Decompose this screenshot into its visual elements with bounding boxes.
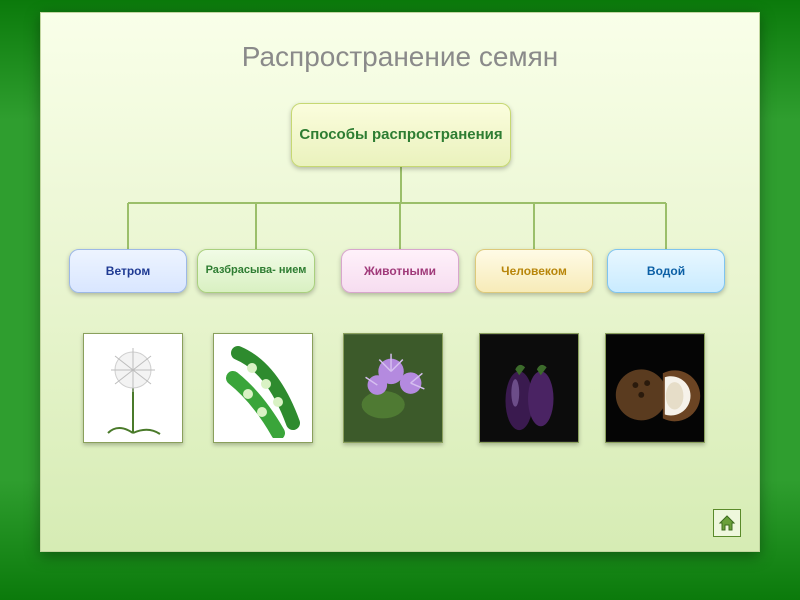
leaf-label: Ветром <box>106 264 150 278</box>
leaf-node-human: Человеком <box>475 249 593 293</box>
pea-pods-icon <box>218 338 308 438</box>
leaf-label: Человеком <box>501 264 567 278</box>
home-button[interactable] <box>713 509 741 537</box>
image-dandelion <box>83 333 183 443</box>
leaf-node-water: Водой <box>607 249 725 293</box>
root-node: Способы распространения <box>291 103 511 167</box>
page-title: Распространение семян <box>41 13 759 73</box>
leaf-label: Животными <box>364 264 436 278</box>
root-label: Способы распространения <box>299 125 502 145</box>
leaf-node-wind: Ветром <box>69 249 187 293</box>
leaf-node-scatter: Разбрасыва- нием <box>197 249 315 293</box>
image-coconut <box>605 333 705 443</box>
coconut-icon <box>606 333 704 443</box>
burdock-icon <box>344 333 442 443</box>
dandelion-icon <box>88 338 178 438</box>
home-icon <box>717 513 737 533</box>
leaf-label: Разбрасыва- нием <box>206 264 307 277</box>
slide: Распространение семян Способы распростра… <box>40 12 760 552</box>
leaf-label: Водой <box>647 264 685 278</box>
tree-diagram: Способы распространения Ветром Разбрасыв… <box>41 73 759 543</box>
image-eggplant <box>479 333 579 443</box>
eggplant-icon <box>480 333 578 443</box>
image-peapods <box>213 333 313 443</box>
image-burdock <box>343 333 443 443</box>
leaf-node-animals: Животными <box>341 249 459 293</box>
